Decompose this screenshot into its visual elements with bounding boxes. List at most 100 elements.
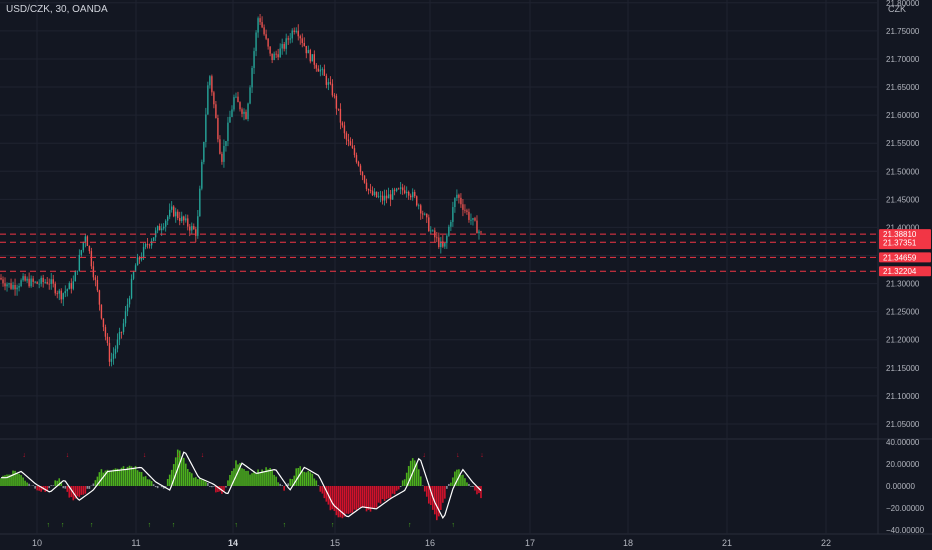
candle-body bbox=[420, 205, 422, 214]
candle-body bbox=[146, 244, 149, 245]
osc-bar bbox=[34, 486, 36, 489]
osc-bar bbox=[397, 486, 400, 490]
chart-title: USD/CZK, 30, OANDA bbox=[6, 4, 108, 15]
osc-tick-label: −20.00000 bbox=[886, 504, 925, 513]
candle-body bbox=[104, 327, 107, 337]
osc-bar bbox=[253, 471, 255, 486]
candle-body bbox=[66, 289, 68, 292]
candle-body bbox=[211, 76, 213, 93]
candle-body bbox=[446, 235, 448, 244]
sell-signal-marker: ↓ bbox=[201, 452, 205, 459]
candle-body bbox=[134, 265, 137, 272]
osc-bar bbox=[309, 472, 312, 486]
candle-body bbox=[428, 217, 430, 232]
candle-body bbox=[353, 148, 356, 156]
currency-label: CZK bbox=[888, 4, 906, 14]
candle-body bbox=[470, 219, 472, 221]
osc-bar bbox=[186, 469, 189, 486]
candle-body bbox=[164, 220, 167, 227]
osc-bar bbox=[0, 478, 2, 486]
candle-body bbox=[337, 108, 340, 110]
osc-bar bbox=[251, 473, 253, 486]
osc-bar bbox=[156, 486, 159, 489]
candle-body bbox=[283, 44, 285, 49]
osc-bar bbox=[283, 486, 285, 491]
osc-bar bbox=[427, 486, 430, 504]
candle-body bbox=[335, 95, 338, 109]
osc-bar bbox=[62, 486, 65, 489]
osc-bar bbox=[405, 472, 408, 486]
osc-bar bbox=[132, 468, 135, 486]
osc-bar bbox=[235, 460, 237, 486]
osc-bar bbox=[60, 481, 63, 486]
candle-body bbox=[191, 226, 193, 231]
osc-bar bbox=[478, 486, 480, 494]
candle-body bbox=[261, 22, 263, 28]
osc-bar bbox=[225, 486, 227, 488]
osc-bar bbox=[82, 486, 85, 495]
osc-bar bbox=[446, 486, 448, 489]
osc-bar bbox=[26, 482, 28, 486]
osc-bar bbox=[166, 479, 169, 486]
candle-body bbox=[407, 191, 410, 196]
sell-signal-marker: ↓ bbox=[22, 452, 26, 459]
osc-bar bbox=[182, 457, 185, 486]
candle-body bbox=[52, 279, 54, 284]
price-tick-label: 21.65000 bbox=[886, 83, 920, 92]
price-level-badge bbox=[879, 252, 931, 263]
osc-bar bbox=[24, 480, 26, 486]
osc-bar bbox=[207, 482, 209, 486]
price-tick-label: 21.55000 bbox=[886, 139, 920, 148]
candle-body bbox=[277, 54, 279, 58]
osc-bar bbox=[462, 474, 464, 486]
sell-signal-marker: ↓ bbox=[66, 452, 70, 459]
osc-bar bbox=[263, 471, 265, 486]
osc-bar bbox=[474, 486, 476, 491]
osc-bar bbox=[299, 466, 302, 486]
osc-bar bbox=[56, 480, 59, 486]
osc-bar bbox=[321, 486, 324, 494]
candle-body bbox=[325, 75, 328, 85]
candle-body bbox=[375, 191, 378, 197]
candle-body bbox=[98, 290, 101, 305]
osc-bar bbox=[391, 486, 394, 494]
osc-bar bbox=[341, 486, 344, 519]
osc-bar bbox=[38, 486, 40, 491]
osc-bar bbox=[259, 472, 261, 486]
osc-bar bbox=[80, 486, 83, 495]
candle-body bbox=[229, 116, 231, 123]
candle-body bbox=[136, 257, 139, 266]
osc-bar bbox=[237, 464, 239, 486]
candle-body bbox=[275, 53, 277, 55]
osc-bar bbox=[94, 480, 97, 486]
candle-body bbox=[357, 161, 360, 166]
candle-body bbox=[195, 229, 197, 236]
candle-body bbox=[32, 278, 34, 282]
candle-body bbox=[46, 282, 48, 284]
osc-bar bbox=[357, 486, 360, 508]
osc-bar bbox=[108, 470, 111, 486]
candle-body bbox=[251, 67, 253, 88]
osc-bar bbox=[464, 478, 466, 486]
candle-body bbox=[243, 111, 245, 114]
candle-body bbox=[474, 218, 476, 221]
candle-body bbox=[285, 38, 287, 49]
osc-bar bbox=[369, 486, 372, 512]
price-tick-label: 21.15000 bbox=[886, 364, 920, 373]
osc-bar bbox=[12, 470, 14, 486]
candle-body bbox=[365, 182, 368, 189]
osc-bar bbox=[84, 486, 87, 494]
candle-body bbox=[241, 109, 243, 114]
osc-bar bbox=[14, 470, 16, 486]
candle-body bbox=[319, 69, 322, 72]
osc-bar bbox=[275, 476, 277, 486]
buy-signal-marker: ↑ bbox=[234, 522, 238, 529]
candle-body bbox=[331, 83, 334, 96]
sell-signal-marker: ↓ bbox=[177, 452, 181, 459]
osc-bar bbox=[172, 464, 175, 486]
osc-bar bbox=[96, 476, 99, 486]
candle-body bbox=[345, 133, 348, 140]
candle-body bbox=[132, 271, 135, 279]
candle-body bbox=[329, 82, 332, 84]
